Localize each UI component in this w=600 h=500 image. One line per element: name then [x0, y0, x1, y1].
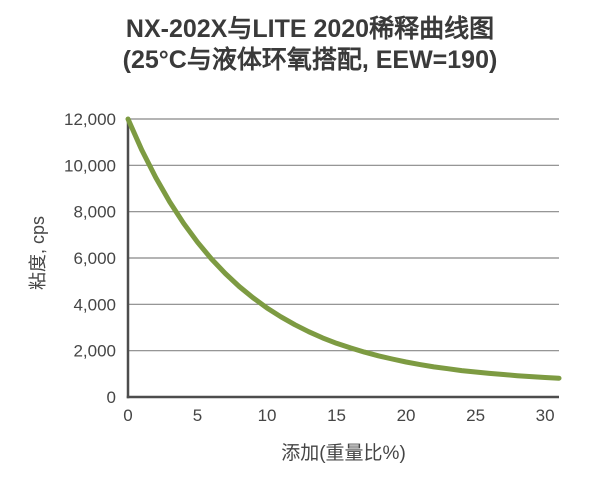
y-tick-label: 0	[107, 388, 116, 407]
y-axis-title: 粘度, cps	[28, 215, 48, 291]
x-axis-title: 添加(重量比%)	[281, 443, 406, 464]
x-tick-label: 25	[466, 406, 485, 425]
x-tick-label: 5	[193, 406, 202, 425]
y-tick-label: 12,000	[64, 110, 116, 129]
chart-title: NX-202X与LITE 2020稀释曲线图	[125, 15, 495, 43]
x-tick-label: 20	[397, 406, 416, 425]
y-tick-label: 2,000	[73, 342, 116, 361]
y-tick-label: 6,000	[73, 249, 116, 268]
chart-title-block: NX-202X与LITE 2020稀释曲线图 (25°C与液体环氧搭配, EEW…	[0, 14, 600, 76]
x-tick-label: 0	[123, 406, 132, 425]
x-tick-label: 15	[327, 406, 346, 425]
y-tick-label: 8,000	[73, 203, 116, 222]
y-tick-label: 4,000	[73, 295, 116, 314]
viscosity-curve	[125, 116, 562, 381]
x-tick-label: 30	[536, 406, 555, 425]
chart-subtitle: (25°C与液体环氧搭配, EEW=190)	[122, 46, 498, 74]
x-tick-label: 10	[258, 406, 277, 425]
y-tick-label: 10,000	[64, 156, 116, 175]
